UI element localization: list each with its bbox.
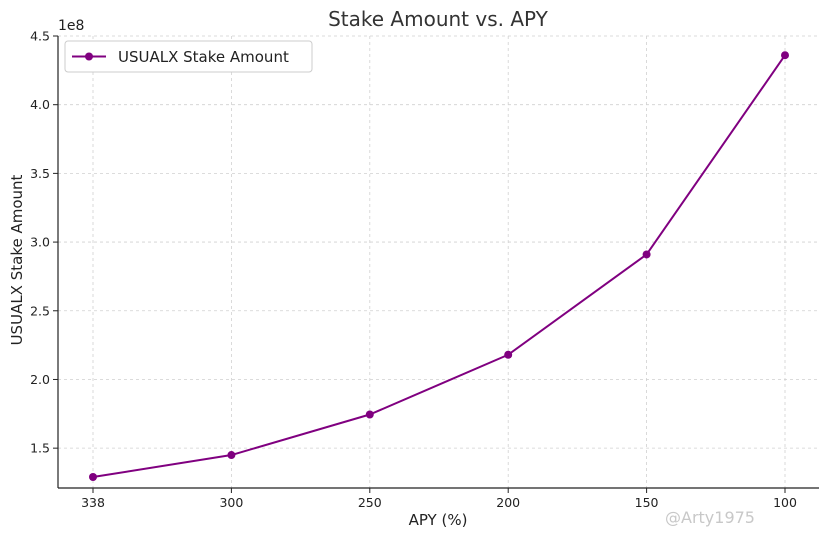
y-tick-label: 3.0	[30, 235, 50, 250]
legend-box	[64, 40, 313, 73]
series-line	[92, 54, 786, 478]
x-tick-label: 250	[358, 495, 382, 510]
x-tick-label: 100	[773, 495, 797, 510]
x-tick-label: 150	[635, 495, 659, 510]
y-axis-offset-label: 1e8	[58, 18, 84, 34]
y-tick-label: 3.5	[30, 166, 50, 181]
axis-ticks: 338 300 250 200 150 100 1.5 2.0 2.5 3.0 3.5 4.0 4.5	[30, 29, 797, 511]
y-axis-label: USUALX Stake Amount	[8, 174, 26, 345]
y-tick-label: 1.5	[30, 441, 50, 456]
y-tick-label: 4.0	[30, 97, 50, 112]
legend: USUALX Stake Amount	[64, 40, 313, 73]
axes	[57, 36, 819, 489]
y-tick-label: 2.0	[30, 372, 50, 387]
data-point	[781, 51, 789, 60]
data-point	[89, 473, 97, 482]
data-point	[504, 350, 513, 359]
x-axis-label: APY (%)	[409, 511, 468, 529]
y-tick-label: 2.5	[30, 303, 50, 318]
series-layer	[89, 51, 789, 482]
chart-title: Stake Amount vs. APY	[328, 7, 549, 31]
data-point	[227, 451, 236, 460]
data-point	[365, 410, 374, 419]
legend-series-marker	[85, 52, 93, 61]
y-tick-label: 4.5	[30, 29, 50, 44]
x-tick-label: 300	[219, 495, 243, 510]
grid-lines	[58, 35, 819, 488]
watermark-text: @Arty1975	[665, 508, 755, 527]
x-tick-label: 338	[81, 495, 105, 510]
data-point	[642, 250, 651, 259]
x-tick-label: 200	[496, 495, 520, 510]
legend-series-label: USUALX Stake Amount	[118, 48, 289, 66]
